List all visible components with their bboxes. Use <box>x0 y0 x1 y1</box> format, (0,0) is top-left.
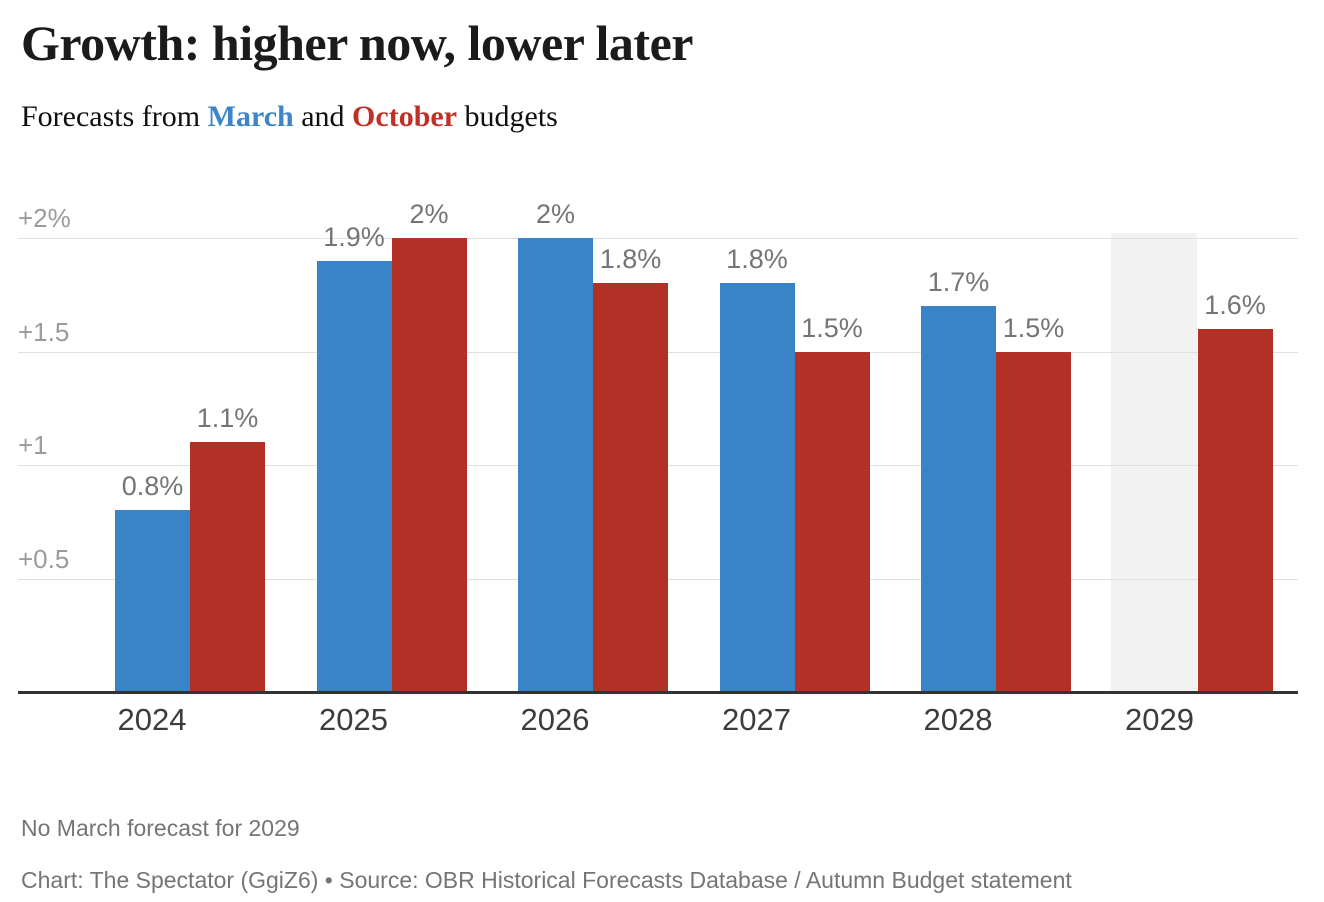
bar-october-2029 <box>1197 328 1273 692</box>
x-tick-label-2025: 2025 <box>319 702 388 737</box>
value-label-october-2025: 2% <box>409 199 449 229</box>
bar-march-2024 <box>115 510 190 692</box>
bar-october-2025 <box>391 238 467 692</box>
value-label-october-2024: 1.1% <box>196 403 259 434</box>
subtitle-suffix: budgets <box>457 100 558 133</box>
bar-october-2027 <box>794 351 870 692</box>
y-tick-label-+1.5: +1.5 <box>18 316 70 347</box>
value-label-october-2026: 1.8% <box>599 244 662 275</box>
value-label-march-2027: 1.8% <box>726 244 788 275</box>
x-axis-line <box>18 691 1298 694</box>
bar-october-2026 <box>593 283 668 692</box>
x-tick-label-2026: 2026 <box>520 702 590 737</box>
value-label-march-2026: 2% <box>535 199 576 229</box>
y-tick-label-+1: +1 <box>18 430 48 460</box>
value-label-october-2029: 1.6% <box>1204 289 1266 320</box>
gridline-+2% <box>18 238 1298 239</box>
x-tick-label-2028: 2028 <box>923 702 993 737</box>
value-label-march-2024: 0.8% <box>121 471 184 502</box>
subtitle-and: and <box>293 100 353 133</box>
x-tick-label-2024: 2024 <box>117 702 187 737</box>
page-title: Growth: higher now, lower later <box>21 15 693 71</box>
legend-march-label: March <box>207 100 294 133</box>
subtitle-prefix: Forecasts from <box>21 100 208 133</box>
bar-march-2025 <box>316 260 392 692</box>
bar-march-2027 <box>719 283 795 692</box>
footnote: No March forecast for 2029 <box>21 815 300 841</box>
value-label-october-2027: 1.5% <box>801 312 863 343</box>
x-tick-label-2029: 2029 <box>1125 702 1194 737</box>
value-label-march-2028: 1.7% <box>927 267 990 298</box>
bar-october-2024 <box>190 442 265 692</box>
chart-subtitle: Forecasts from March and October budgets <box>21 100 1301 134</box>
chart-credit: Chart: The Spectator (GgiZ6) • Source: O… <box>21 867 1072 893</box>
no-data-band-2029 <box>1110 233 1197 692</box>
y-tick-label-+0.5: +0.5 <box>18 543 70 574</box>
value-label-march-2025: 1.9% <box>323 221 385 252</box>
value-label-october-2028: 1.5% <box>1002 312 1065 343</box>
y-tick-label-+2%: +2% <box>18 203 71 233</box>
bar-october-2028 <box>996 351 1071 692</box>
x-tick-label-2027: 2027 <box>722 702 791 737</box>
legend-october-label: October <box>352 100 458 133</box>
bar-march-2028 <box>921 306 996 692</box>
bar-march-2026 <box>518 238 593 692</box>
